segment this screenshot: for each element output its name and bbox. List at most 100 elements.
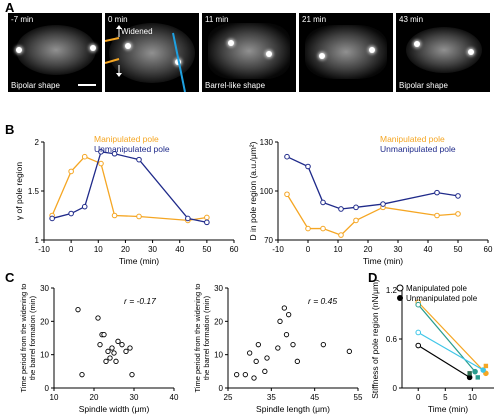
unmanipulated-point (475, 375, 480, 380)
data-point (111, 150, 118, 157)
series-line (51, 151, 207, 223)
data-point (75, 307, 81, 313)
legend-marker (396, 284, 404, 292)
y-tick-label: 2 (35, 138, 40, 147)
chart-stiffness: 0 5 10 0 0.6 1.2 Time (min) Stiffness of pole r… (370, 279, 494, 414)
data-point (434, 212, 440, 219)
x-tick-label: 0 (416, 393, 421, 402)
series-line (417, 345, 470, 378)
data-point (415, 329, 422, 336)
series-line (417, 331, 484, 371)
x-tick-label: 45 (310, 393, 319, 402)
data-point (480, 367, 486, 373)
x-tick-label: 30 (148, 245, 157, 254)
series-line (417, 301, 487, 374)
data-point (119, 342, 125, 348)
x-tick-label: 10 (334, 245, 343, 254)
x-tick-label: -10 (272, 245, 284, 254)
data-point (111, 212, 118, 219)
micrograph-minus7: -7 min Bipolar shape (8, 13, 102, 92)
data-point (247, 350, 253, 356)
data-point (277, 318, 283, 324)
data-point (101, 332, 107, 338)
data-point (320, 225, 326, 232)
data-point (353, 204, 359, 211)
x-tick-label: 40 (175, 245, 184, 254)
micrograph-43: 43 min Bipolar shape (396, 13, 490, 92)
y-axis-label: Time period from the widening to (19, 284, 28, 393)
scale-bar (78, 84, 96, 86)
data-point (79, 372, 85, 378)
data-point (127, 345, 133, 351)
series-line (286, 193, 459, 236)
data-point (338, 206, 344, 212)
y-tick-label: 0 (219, 384, 224, 393)
data-point (281, 305, 287, 311)
data-point (262, 368, 268, 374)
series-line (51, 155, 207, 222)
data-point (286, 312, 292, 318)
data-point (264, 355, 270, 361)
data-point (68, 168, 74, 175)
x-axis-label: Time (min) (119, 256, 159, 266)
x-tick-label: 60 (230, 245, 239, 254)
y-tick-label: 130 (260, 138, 274, 147)
data-point (283, 332, 290, 338)
x-tick-label: 40 (424, 245, 433, 254)
data-point (284, 191, 290, 198)
data-point (95, 315, 101, 321)
data-point (98, 149, 104, 155)
data-point (242, 372, 248, 378)
y-axis-label: Stiffness of pole region (nN/μm) (370, 279, 380, 399)
data-point (275, 345, 281, 351)
x-tick-label: -10 (38, 245, 50, 254)
data-point (255, 342, 261, 348)
y-tick-label: 100 (260, 187, 274, 196)
legend-entry: Manipulated pole (406, 284, 467, 293)
data-point (136, 156, 142, 163)
data-point (353, 217, 359, 224)
x-tick-label: 20 (90, 393, 99, 402)
data-point (320, 199, 326, 206)
unmanipulated-point (467, 371, 472, 376)
data-point (466, 374, 473, 381)
time-label: -7 min (11, 15, 34, 24)
time-label: 43 min (399, 15, 424, 24)
data-point (113, 358, 119, 364)
panel-label-b: B (5, 122, 15, 137)
data-point (346, 348, 352, 354)
time-label: 11 min (205, 15, 229, 24)
x-tick-label: 30 (394, 245, 403, 254)
data-point (380, 201, 386, 207)
data-point (305, 163, 311, 170)
y-axis-label: the barrel formation (min) (202, 295, 211, 380)
data-point (115, 338, 121, 344)
data-point (97, 342, 103, 348)
shape-caption: Bipolar shape (11, 81, 60, 90)
panel-label-a: A (5, 0, 15, 15)
y-tick-label: 10 (40, 351, 49, 360)
x-tick-label: 30 (130, 393, 139, 402)
series-line (286, 156, 459, 210)
manipulation-overlay (105, 25, 186, 92)
x-tick-label: 40 (170, 393, 179, 402)
x-tick-label: 35 (267, 393, 276, 402)
y-axis-label: the barrel formation (min) (28, 295, 37, 380)
x-tick-label: 55 (354, 393, 363, 402)
time-label: 21 min (302, 15, 327, 24)
data-point (123, 348, 129, 354)
data-point (185, 215, 191, 222)
panel-label-c: C (5, 270, 15, 285)
data-point (320, 342, 326, 348)
x-tick-label: 0 (306, 245, 311, 254)
data-point (204, 214, 210, 221)
legend-entry: Unmanipulated pole (94, 144, 170, 154)
widened-annotation: Widened (121, 27, 153, 36)
y-tick-label: 0 (393, 384, 398, 393)
data-point (434, 189, 440, 196)
data-point (129, 372, 135, 378)
chart-gamma-pole-region: -10 0 10 20 30 40 50 60 1 1.5 2 Time (min) γ of pole… (14, 134, 239, 266)
data-point (49, 215, 55, 222)
data-point (455, 193, 461, 199)
chart-length-vs-time: 25 35 45 55 0 10 20 30 Spindle length (μm) Time p… (193, 284, 363, 414)
